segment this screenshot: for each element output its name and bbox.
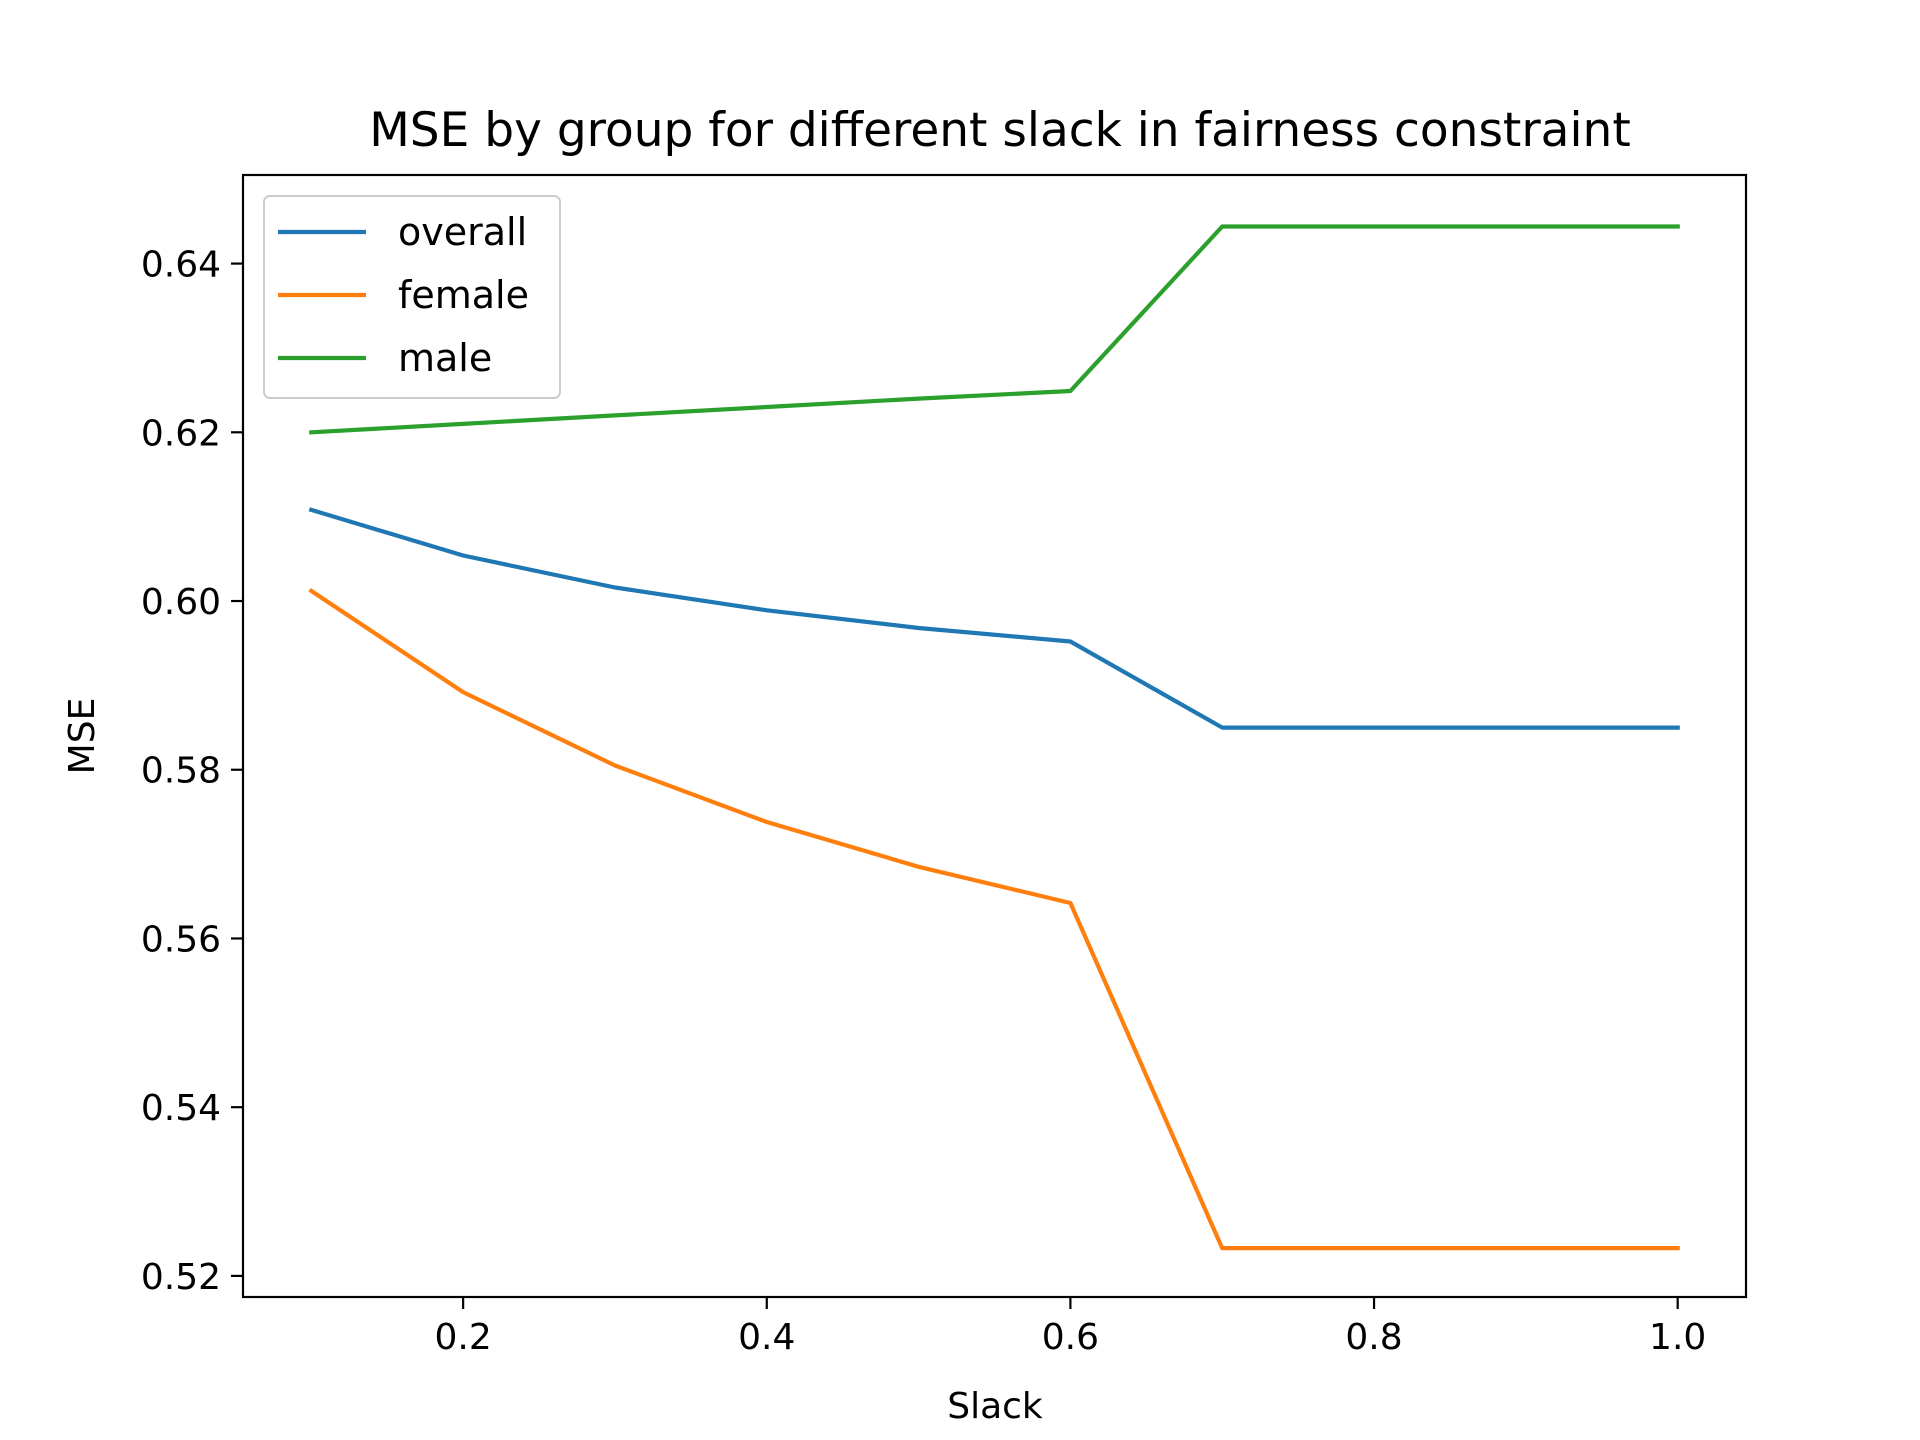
chart-title: MSE by group for different slack in fair… [369,103,1631,158]
x-tick-label: 0.8 [1345,1317,1402,1358]
plot-frame [241,173,1748,1299]
legend-frame [263,195,561,399]
y-tick-label: 0.54 [141,1088,221,1129]
x-tick-label: 1.0 [1649,1317,1706,1358]
x-axis-label: Slack [947,1386,1043,1427]
x-tick-label: 0.6 [1042,1317,1099,1358]
x-tick-label: 0.2 [435,1317,492,1358]
y-tick-label: 0.58 [141,751,221,792]
y-tick-label: 0.60 [141,582,221,623]
series-line-overall [308,507,1680,730]
y-tick-label: 0.52 [141,1257,221,1298]
legend-label-overall: overall [398,210,527,254]
y-tick-label: 0.62 [141,413,221,454]
series-layer [308,224,1680,1251]
x-tick-label: 0.4 [738,1317,795,1358]
y-tick-label: 0.64 [141,245,221,286]
y-tick-label: 0.56 [141,919,221,960]
x-axis: 0.2 0.4 0.6 0.8 1.0 [435,1297,1706,1358]
legend: overall female male [263,195,561,399]
legend-label-male: male [398,336,492,380]
series-line-female [308,587,1680,1251]
series-line-male [309,224,1680,435]
y-axis-label: MSE [62,698,103,775]
legend-label-female: female [398,273,529,317]
y-axis: 0.52 0.54 0.56 0.58 0.60 0.62 0.64 [141,245,243,1298]
